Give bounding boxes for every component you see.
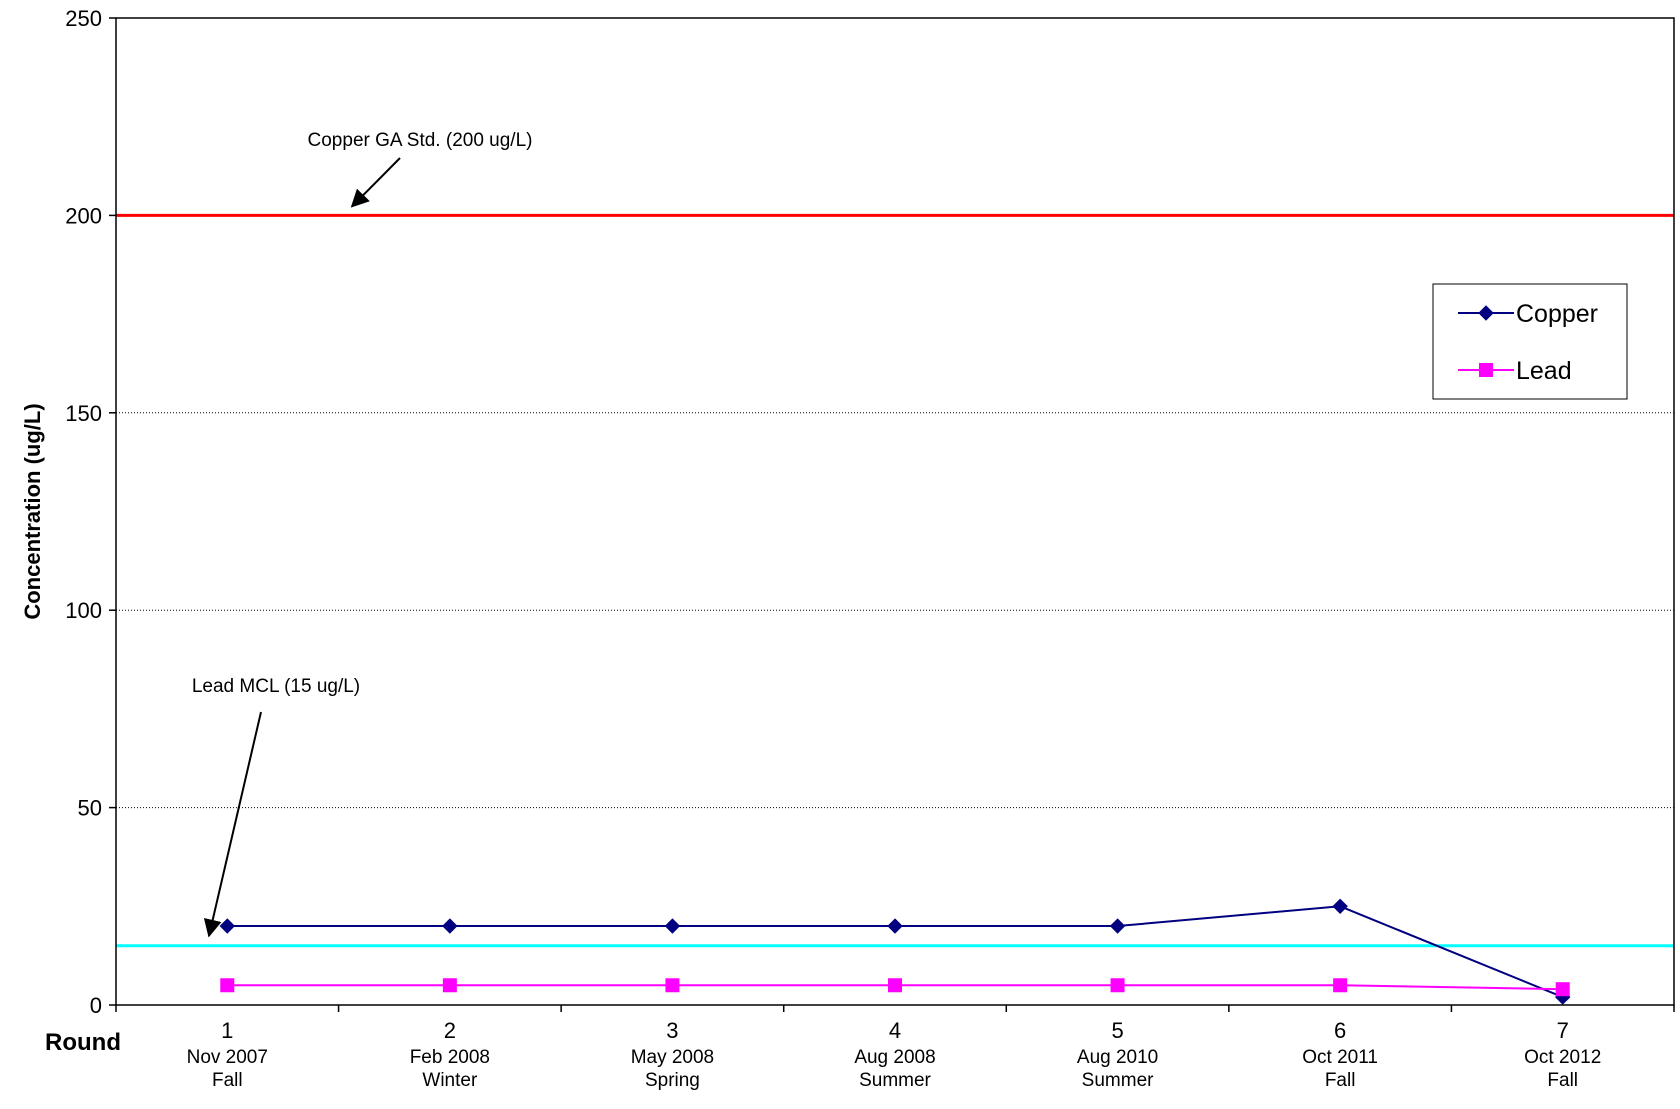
legend-label-copper: Copper <box>1516 300 1598 328</box>
annotation-arrow-copper <box>352 158 400 206</box>
axis-layer: 0 50 100 150 200 250 Concentration (ug/L) 1 Nov … <box>20 6 1674 1091</box>
legend-marker-lead <box>1479 363 1493 377</box>
x-tick-label-date: Aug 2008 <box>854 1047 935 1068</box>
annotation-lead-mcl: Lead MCL (15 ug/L) <box>192 676 360 697</box>
plot-area-frame <box>116 18 1674 1005</box>
y-tick-label: 150 <box>65 401 102 426</box>
x-tick-label-round: 3 <box>666 1018 678 1043</box>
legend: Copper Lead <box>1433 284 1627 399</box>
y-tick-label: 0 <box>90 993 102 1018</box>
x-tick-label-season: Spring <box>645 1070 700 1091</box>
annotation-copper-standard: Copper GA Std. (200 ug/L) <box>308 130 533 151</box>
data-point-lead <box>1111 978 1125 992</box>
y-tick-label: 250 <box>65 6 102 31</box>
x-tick-label-date: May 2008 <box>631 1047 714 1068</box>
data-point-lead <box>1556 982 1570 996</box>
x-tick-label-date: Nov 2007 <box>187 1047 268 1068</box>
x-tick-label-season: Fall <box>1547 1070 1578 1091</box>
data-point-lead <box>443 978 457 992</box>
data-point-lead <box>888 978 902 992</box>
data-point-copper <box>443 919 457 933</box>
x-axis-label: Round <box>45 1029 121 1056</box>
x-tick-label-round: 1 <box>221 1018 233 1043</box>
legend-label-lead: Lead <box>1516 357 1572 385</box>
x-tick-label-season: Summer <box>1082 1070 1154 1091</box>
data-point-copper <box>1111 919 1125 933</box>
data-point-copper <box>1333 899 1347 913</box>
data-point-lead <box>665 978 679 992</box>
x-tick-label-round: 4 <box>889 1018 901 1043</box>
x-tick-label-season: Fall <box>1325 1070 1356 1091</box>
x-tick-label-round: 5 <box>1111 1018 1123 1043</box>
data-point-copper <box>220 919 234 933</box>
x-tick-label-date: Feb 2008 <box>410 1047 490 1068</box>
annotation-arrow-lead <box>209 712 261 936</box>
series-layer <box>220 899 1569 1004</box>
x-tick-label-round: 6 <box>1334 1018 1346 1043</box>
series-lead <box>220 978 1569 996</box>
x-tick-label-season: Fall <box>212 1070 243 1091</box>
x-tick-label-date: Aug 2010 <box>1077 1047 1158 1068</box>
data-point-copper <box>888 919 902 933</box>
data-point-lead <box>220 978 234 992</box>
y-axis-label: Concentration (ug/L) <box>20 403 45 619</box>
x-tick-label-date: Oct 2012 <box>1524 1047 1601 1068</box>
y-tick-label: 100 <box>65 598 102 623</box>
x-tick-label-season: Winter <box>422 1070 478 1091</box>
y-tick-label: 50 <box>78 796 102 821</box>
x-tick-label-round: 7 <box>1557 1018 1569 1043</box>
annotations-layer: Copper GA Std. (200 ug/L) Lead MCL (15 ug… <box>192 130 533 936</box>
x-tick-label-season: Summer <box>859 1070 931 1091</box>
y-tick-label: 200 <box>65 203 102 228</box>
x-tick-label-date: Oct 2011 <box>1302 1047 1378 1068</box>
data-point-copper <box>665 919 679 933</box>
x-tick-label-round: 2 <box>444 1018 456 1043</box>
data-point-lead <box>1333 978 1347 992</box>
